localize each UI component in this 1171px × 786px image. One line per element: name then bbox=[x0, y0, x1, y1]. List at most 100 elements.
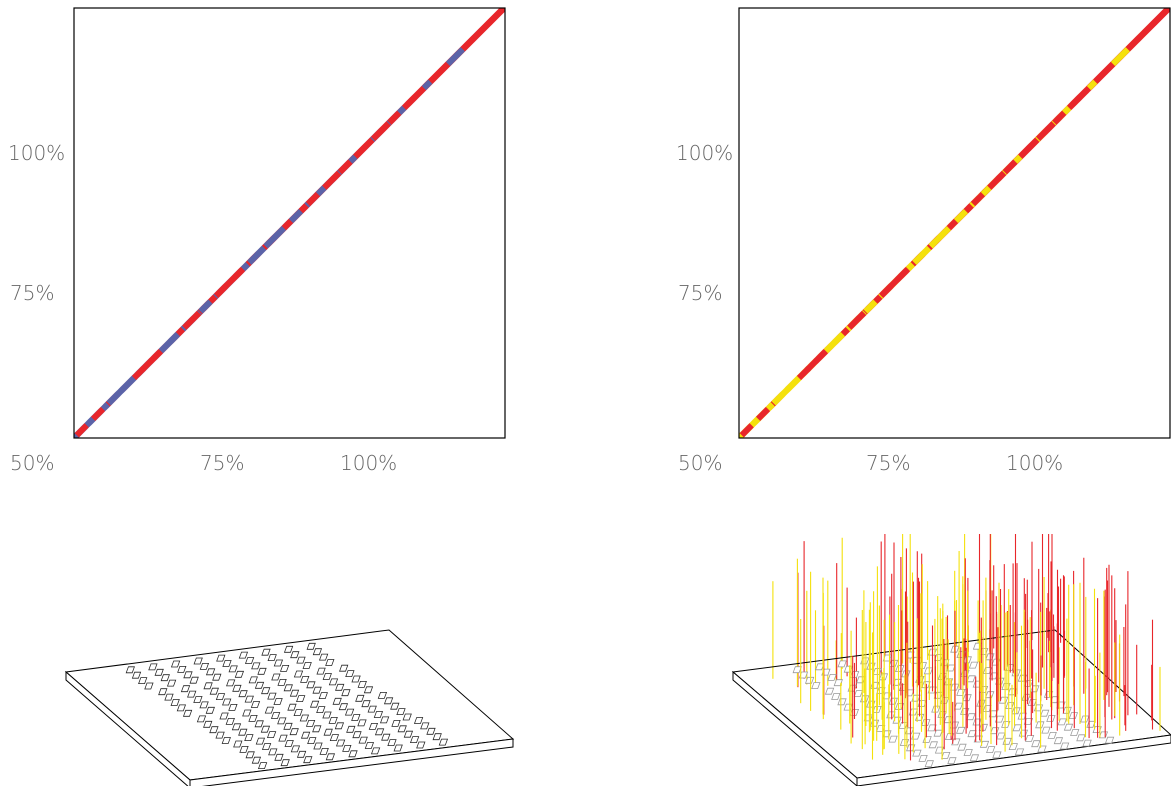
grid-cell bbox=[966, 675, 976, 683]
grid-cell bbox=[318, 653, 329, 661]
stripe-dash bbox=[602, 565, 612, 575]
grid-cell bbox=[257, 667, 267, 675]
grid-cell bbox=[345, 670, 355, 677]
grid-cell bbox=[1035, 721, 1045, 729]
spikes-front bbox=[800, 534, 1161, 761]
grid-cell bbox=[924, 760, 934, 768]
stripe-dash bbox=[590, 577, 600, 587]
grid-cell bbox=[933, 729, 943, 737]
grid-cell bbox=[144, 682, 154, 690]
grid-cell bbox=[426, 727, 436, 735]
stripe-dash bbox=[1093, 68, 1109, 84]
grid-cell bbox=[956, 726, 966, 734]
grid-cell bbox=[203, 682, 213, 690]
grid-cell bbox=[131, 671, 142, 679]
stripe-dash bbox=[847, 315, 862, 330]
grid-cell bbox=[1076, 734, 1086, 742]
stripe-dash bbox=[23, 479, 33, 489]
grid-cell bbox=[302, 662, 312, 669]
stripe-dash bbox=[505, 0, 515, 7]
grid-cell bbox=[261, 743, 272, 750]
stripe-dash bbox=[74, 433, 79, 438]
grid-cell bbox=[332, 697, 342, 705]
grid-cell bbox=[300, 676, 310, 683]
grid-cell bbox=[296, 695, 306, 702]
stripe-dash bbox=[666, 501, 676, 511]
stripe-dash bbox=[617, 550, 627, 560]
stripe-dash bbox=[634, 534, 644, 544]
grid-cell bbox=[222, 660, 232, 667]
stripe-dash bbox=[634, 533, 644, 543]
stripe-dash bbox=[338, 159, 353, 174]
grid-cell bbox=[290, 651, 300, 659]
x-tick-50: 50% bbox=[678, 451, 722, 475]
stripe-dash bbox=[601, 566, 611, 576]
grid-cell bbox=[352, 731, 362, 739]
grid-cell bbox=[409, 736, 420, 743]
stripe-dash bbox=[953, 208, 969, 224]
stripe-dash bbox=[8, 495, 18, 505]
stripe-dash bbox=[586, 582, 596, 592]
grid-cell bbox=[325, 659, 335, 666]
stripe-dash bbox=[690, 478, 700, 488]
grid-cell bbox=[1041, 726, 1051, 734]
grid-cell bbox=[996, 732, 1006, 740]
grid-cell bbox=[242, 709, 252, 717]
stripe-dash bbox=[656, 512, 666, 522]
stripe-dash bbox=[895, 266, 911, 282]
stripe-dash bbox=[477, 691, 487, 701]
grid-cell bbox=[1104, 736, 1115, 744]
x-tick-50: 50% bbox=[10, 451, 54, 475]
stripe-dash bbox=[493, 674, 503, 684]
grid-cell bbox=[1030, 685, 1040, 693]
grid-cell bbox=[266, 731, 277, 738]
stripe-dash bbox=[59, 443, 69, 453]
grid-cell bbox=[928, 741, 938, 749]
grid-cell bbox=[154, 668, 164, 676]
grid-cell bbox=[284, 740, 294, 747]
grid-cell bbox=[233, 740, 243, 748]
grid-cell bbox=[374, 728, 385, 736]
grid-cell bbox=[1002, 737, 1012, 745]
grid-cell bbox=[228, 704, 238, 711]
grid-cell bbox=[277, 717, 287, 725]
grid-cell bbox=[290, 745, 301, 753]
grid-cell bbox=[289, 689, 300, 697]
grid-cell bbox=[193, 657, 203, 665]
grid-cell bbox=[283, 645, 294, 653]
stripe-dash bbox=[912, 250, 927, 265]
grid-cell bbox=[273, 659, 284, 667]
grid-cell bbox=[260, 725, 271, 733]
stripe-dash bbox=[1068, 94, 1083, 109]
grid-cell bbox=[1037, 745, 1047, 753]
panel-bottom-left bbox=[64, 629, 515, 786]
stripe-dash bbox=[796, 365, 812, 381]
grid-cell bbox=[271, 673, 281, 681]
stripe-dash bbox=[25, 478, 35, 488]
stripe-dash bbox=[970, 191, 986, 207]
grid-cell bbox=[239, 746, 249, 753]
grid-cell bbox=[1057, 718, 1067, 726]
grid-cell bbox=[268, 748, 278, 756]
grid-cell bbox=[811, 682, 821, 689]
grid-cell bbox=[199, 663, 210, 670]
stripe-dash bbox=[552, 616, 562, 626]
stripe-dash bbox=[693, 474, 703, 484]
stripe-dash bbox=[27, 476, 37, 486]
stripe-dash bbox=[10, 492, 20, 502]
grid-cell bbox=[912, 749, 922, 757]
grid-cell bbox=[420, 722, 430, 730]
stripe-dash bbox=[1003, 159, 1018, 174]
stripe-dash bbox=[585, 582, 595, 592]
grid-cell bbox=[1014, 748, 1025, 756]
grid-cell bbox=[334, 722, 345, 730]
grid-cell bbox=[837, 660, 847, 668]
grid-cell bbox=[416, 741, 426, 749]
stripe-dash bbox=[1035, 126, 1051, 142]
stripe-dash bbox=[509, 658, 519, 668]
grid-cell bbox=[402, 713, 412, 721]
stripe-dash bbox=[428, 68, 444, 84]
stripe-dash bbox=[682, 486, 692, 496]
grid-cell bbox=[968, 661, 979, 669]
grid-cell bbox=[283, 684, 293, 692]
